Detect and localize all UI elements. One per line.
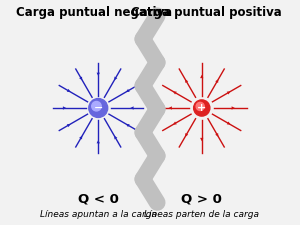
Text: +: + [197, 103, 206, 113]
Circle shape [196, 102, 204, 110]
Text: Carga puntual negativa: Carga puntual negativa [16, 6, 172, 19]
Text: Líneas parten de la carga: Líneas parten de la carga [144, 210, 259, 219]
Text: Q < 0: Q < 0 [78, 193, 119, 206]
Text: Carga puntual positiva: Carga puntual positiva [131, 6, 282, 19]
Circle shape [92, 101, 101, 111]
Text: −: − [94, 103, 103, 113]
Text: Líneas apuntan a la carga: Líneas apuntan a la carga [40, 210, 157, 219]
Circle shape [194, 100, 210, 116]
Circle shape [89, 99, 108, 117]
Text: Q > 0: Q > 0 [181, 193, 222, 206]
